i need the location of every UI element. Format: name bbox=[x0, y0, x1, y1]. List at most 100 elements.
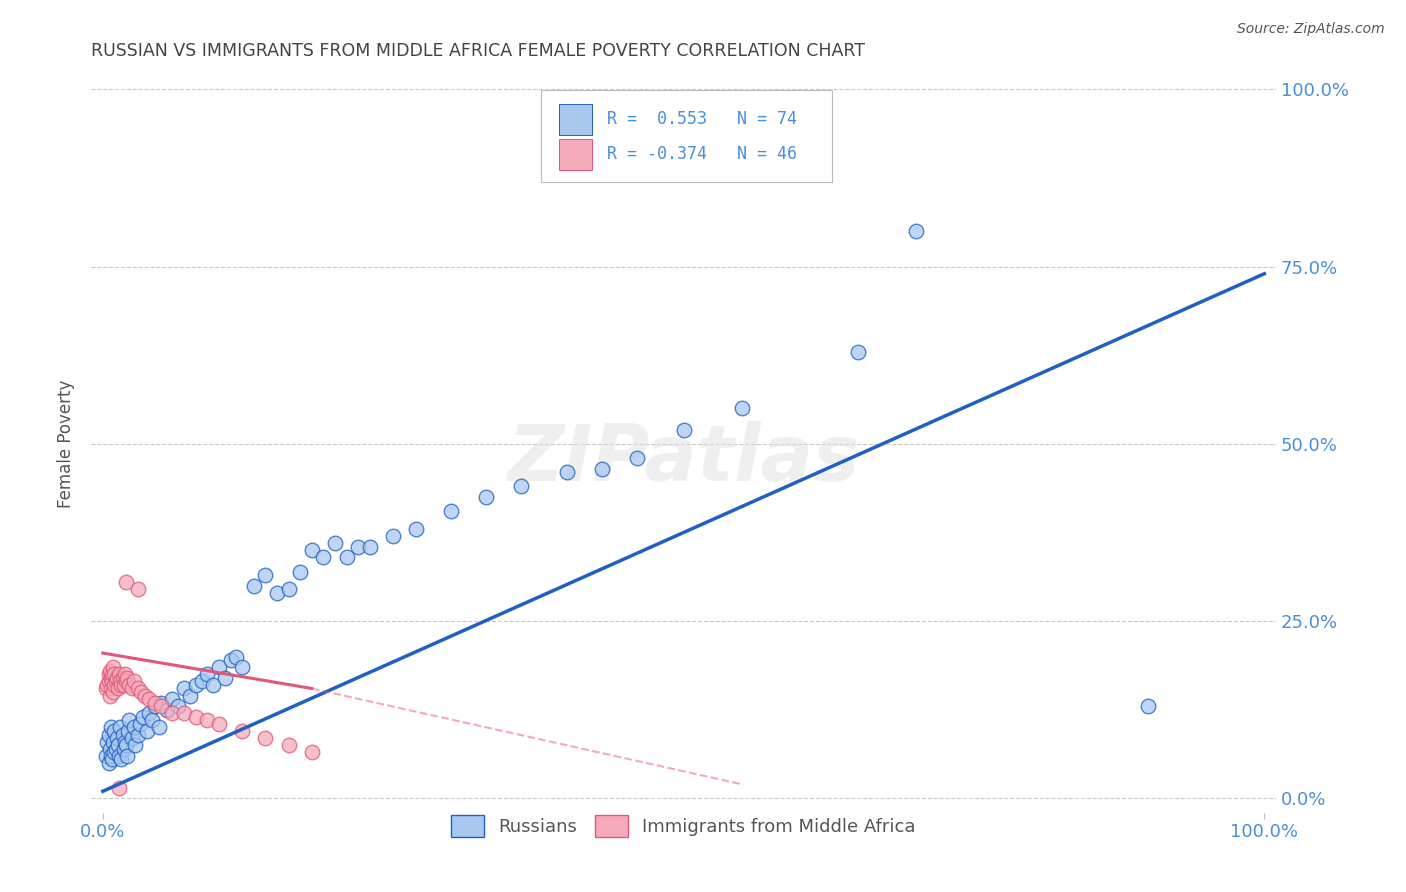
Point bbox=[103, 667, 125, 681]
Point bbox=[115, 748, 138, 763]
Point bbox=[105, 731, 128, 745]
Point bbox=[127, 582, 149, 597]
Point bbox=[405, 522, 427, 536]
Point bbox=[846, 344, 869, 359]
Point bbox=[138, 706, 160, 721]
Point bbox=[110, 678, 132, 692]
Point bbox=[111, 728, 134, 742]
Point bbox=[101, 752, 124, 766]
Point bbox=[202, 678, 225, 692]
Point bbox=[97, 667, 120, 681]
Point bbox=[301, 543, 323, 558]
Point bbox=[208, 660, 231, 674]
Point bbox=[104, 741, 127, 756]
FancyBboxPatch shape bbox=[541, 90, 832, 182]
Point bbox=[122, 721, 145, 735]
Point bbox=[301, 745, 323, 759]
Point bbox=[96, 748, 118, 763]
Point bbox=[101, 674, 124, 689]
Point bbox=[591, 461, 613, 475]
Point bbox=[135, 724, 157, 739]
Point bbox=[110, 752, 132, 766]
Point bbox=[195, 667, 218, 681]
Point bbox=[118, 678, 141, 692]
Point bbox=[219, 653, 242, 667]
Text: R = -0.374   N = 46: R = -0.374 N = 46 bbox=[606, 145, 797, 163]
Point bbox=[96, 678, 118, 692]
Point bbox=[127, 728, 149, 742]
Point bbox=[97, 728, 120, 742]
Point bbox=[141, 714, 163, 728]
Y-axis label: Female Poverty: Female Poverty bbox=[58, 380, 75, 508]
Point bbox=[347, 540, 370, 554]
Bar bbox=[560, 138, 592, 169]
Point bbox=[162, 692, 184, 706]
Point bbox=[1137, 699, 1160, 714]
Point bbox=[103, 734, 125, 748]
Point bbox=[242, 579, 264, 593]
Point bbox=[266, 586, 288, 600]
Point bbox=[190, 674, 212, 689]
Text: Source: ZipAtlas.com: Source: ZipAtlas.com bbox=[1237, 22, 1385, 37]
Point bbox=[108, 780, 131, 795]
Point bbox=[121, 731, 143, 745]
Point bbox=[100, 681, 122, 696]
Point bbox=[510, 479, 533, 493]
Point bbox=[103, 660, 125, 674]
Point bbox=[107, 681, 129, 696]
Point bbox=[277, 738, 299, 752]
Point bbox=[105, 671, 128, 685]
Point bbox=[108, 721, 131, 735]
Point bbox=[208, 717, 231, 731]
Point bbox=[112, 678, 135, 692]
Point bbox=[98, 664, 121, 678]
Point bbox=[156, 703, 179, 717]
Point bbox=[359, 540, 381, 554]
Point bbox=[97, 674, 120, 689]
Point bbox=[96, 681, 118, 696]
Point bbox=[254, 731, 277, 745]
Point bbox=[122, 674, 145, 689]
Point bbox=[149, 696, 172, 710]
Point bbox=[138, 692, 160, 706]
Point bbox=[162, 706, 184, 721]
Point bbox=[114, 667, 136, 681]
Point bbox=[277, 582, 299, 597]
Point bbox=[115, 671, 138, 685]
Bar bbox=[560, 104, 592, 135]
Point bbox=[117, 724, 139, 739]
Point bbox=[231, 724, 253, 739]
Point bbox=[112, 741, 135, 756]
Point bbox=[103, 745, 125, 759]
Point bbox=[475, 490, 498, 504]
Point bbox=[254, 568, 277, 582]
Text: ZIPatlas: ZIPatlas bbox=[508, 421, 859, 497]
Point bbox=[111, 671, 134, 685]
Point bbox=[179, 689, 201, 703]
Point bbox=[103, 678, 125, 692]
Point bbox=[225, 649, 247, 664]
Point bbox=[115, 575, 138, 590]
Point bbox=[312, 550, 335, 565]
Point bbox=[100, 671, 122, 685]
Point bbox=[115, 674, 138, 689]
Point bbox=[127, 681, 149, 696]
Point bbox=[97, 756, 120, 770]
Point bbox=[730, 401, 752, 416]
Point bbox=[134, 689, 156, 703]
Point bbox=[904, 224, 927, 238]
Point bbox=[103, 685, 125, 699]
Point bbox=[231, 660, 253, 674]
Point bbox=[195, 714, 218, 728]
Point bbox=[103, 724, 125, 739]
Point bbox=[672, 423, 695, 437]
Point bbox=[98, 689, 121, 703]
Point bbox=[149, 699, 172, 714]
Point bbox=[118, 714, 141, 728]
Point bbox=[107, 738, 129, 752]
Point bbox=[115, 738, 138, 752]
Point bbox=[173, 681, 195, 696]
Point bbox=[96, 734, 118, 748]
Point bbox=[100, 721, 122, 735]
Point bbox=[108, 748, 131, 763]
